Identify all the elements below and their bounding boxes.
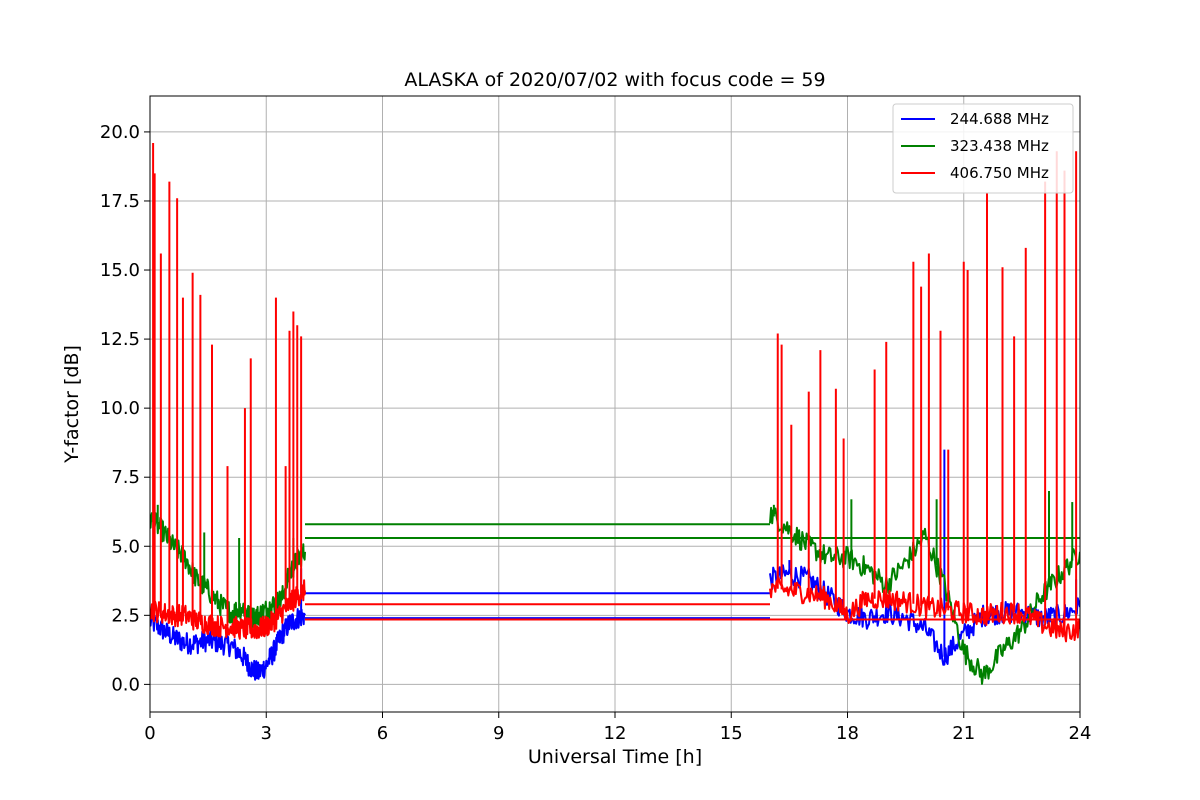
series-line [150, 512, 306, 630]
x-tick-label: 24 [1069, 723, 1092, 744]
x-tick-label: 0 [144, 723, 155, 744]
y-axis-label: Y-factor [dB] [61, 345, 83, 464]
y-tick-label: 5.0 [111, 536, 140, 557]
y-tick-label: 12.5 [100, 329, 140, 350]
legend-label: 323.438 MHz [950, 137, 1049, 155]
legend-label: 406.750 MHz [950, 164, 1049, 182]
legend-label: 244.688 MHz [950, 110, 1049, 128]
axis-ticks: 0 3 6 9 12 15 18 21 24 0.0 2.5 5.0 7.5 10.0 12.5 15.0 17… [100, 122, 1092, 744]
x-tick-label: 15 [720, 723, 743, 744]
series-line [769, 577, 1080, 643]
series-3 [150, 142, 1080, 643]
series-line [150, 579, 306, 640]
x-tick-label: 3 [261, 723, 272, 744]
y-tick-label: 15.0 [100, 260, 140, 281]
y-tick-label: 17.5 [100, 191, 140, 212]
legend-box [892, 103, 1074, 194]
x-tick-label: 12 [604, 723, 627, 744]
x-tick-label: 18 [836, 723, 859, 744]
x-tick-label: 6 [377, 723, 388, 744]
y-tick-label: 2.5 [111, 605, 140, 626]
chart-title: ALASKA of 2020/07/02 with focus code = 5… [404, 69, 825, 91]
y-tick-label: 20.0 [100, 122, 140, 143]
x-axis-label: Universal Time [h] [528, 746, 702, 768]
legend-entries: 244.688 MHz 323.438 MHz 406.750 MHz [901, 110, 1049, 182]
y-tick-label: 7.5 [111, 467, 140, 488]
x-tick-label: 9 [493, 723, 504, 744]
y-tick-label: 0.0 [111, 674, 140, 695]
series-layer [150, 142, 1080, 685]
x-tick-label: 21 [952, 723, 975, 744]
series-line [150, 608, 306, 681]
legend: 244.688 MHz 323.438 MHz 406.750 MHz [892, 103, 1074, 194]
y-tick-label: 10.0 [100, 398, 140, 419]
